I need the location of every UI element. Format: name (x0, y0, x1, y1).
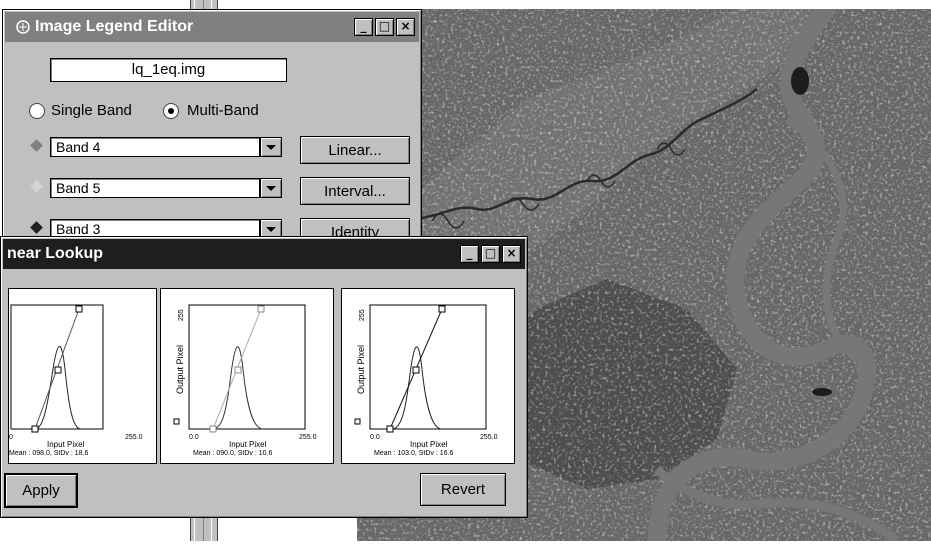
band-color-marker-icon (30, 180, 43, 193)
close-icon: × (506, 246, 517, 260)
band-color-marker-icon (30, 139, 43, 152)
image-legend-editor-window: Image Legend Editor _ □ × lq_1eq.img Sin… (2, 9, 422, 261)
y-axis-label: Output Pixel (356, 345, 366, 394)
maximize-button[interactable]: □ (375, 18, 394, 36)
x-tick-min: 0.0 (370, 434, 380, 441)
lookup-title: near Lookup (7, 245, 104, 262)
minimize-button[interactable]: _ (460, 245, 479, 263)
app-icon (15, 19, 31, 35)
chevron-down-icon[interactable] (260, 137, 282, 157)
minimize-icon: _ (466, 246, 473, 260)
band-3-lookup-plot[interactable]: Output Pixel 255 0.0 255.0 Input Pixel M… (341, 288, 515, 464)
chevron-down-icon[interactable] (260, 178, 282, 198)
band-2-select[interactable]: Band 5 (50, 178, 282, 198)
x-tick-max: 255.0 (299, 434, 317, 441)
stats-label: Mean : 103.0, StDv : 16.6 (374, 450, 453, 457)
y-tick-max: 255 (359, 309, 366, 321)
close-icon: × (400, 19, 411, 33)
multi-band-label: Multi-Band (187, 102, 259, 119)
x-tick-max: 255.0 (480, 434, 498, 441)
y-tick-max: 255 (178, 309, 185, 321)
filename-field[interactable]: lq_1eq.img (50, 58, 287, 82)
band-2-lookup-plot[interactable]: Output Pixel 255 0.0 255.0 Input Pixel M… (160, 288, 334, 464)
x-axis-label: Input Pixel (47, 440, 85, 449)
band-1-lookup-plot[interactable]: 0 255.0 Input Pixel Mean : 098.0, StDv :… (8, 288, 157, 464)
stats-label: Mean : 090.0, StDv : 10.6 (193, 450, 272, 457)
apply-button[interactable]: Apply (4, 473, 78, 508)
maximize-icon: □ (378, 19, 391, 33)
x-axis-label: Input Pixel (410, 440, 448, 449)
close-button[interactable]: × (502, 245, 521, 263)
interval-button[interactable]: Interval... (300, 177, 410, 205)
band-1-select[interactable]: Band 4 (50, 137, 282, 157)
legend-editor-title: Image Legend Editor (35, 18, 194, 35)
lookup-titlebar[interactable]: near Lookup _ □ × (3, 239, 525, 269)
revert-button[interactable]: Revert (420, 473, 506, 506)
multi-band-radio[interactable] (163, 103, 179, 119)
minimize-icon: _ (360, 19, 367, 33)
minimize-button[interactable]: _ (354, 18, 373, 36)
x-tick-min: 0 (9, 434, 13, 441)
satellite-image (357, 3, 931, 545)
y-axis-label: Output Pixel (175, 345, 185, 394)
maximize-button[interactable]: □ (481, 245, 500, 263)
close-button[interactable]: × (396, 18, 415, 36)
single-band-label: Single Band (51, 102, 132, 119)
linear-button[interactable]: Linear... (300, 136, 410, 164)
single-band-radio[interactable] (29, 103, 45, 119)
band-2-value: Band 5 (50, 178, 260, 198)
x-tick-min: 0.0 (189, 434, 199, 441)
stats-label: Mean : 098.0, StDv : 18.6 (9, 450, 88, 457)
legend-editor-titlebar[interactable]: Image Legend Editor _ □ × (5, 12, 419, 42)
x-tick-max: 255.0 (125, 434, 143, 441)
band-color-marker-icon (30, 221, 43, 234)
band-1-value: Band 4 (50, 137, 260, 157)
x-axis-label: Input Pixel (229, 440, 267, 449)
maximize-icon: □ (484, 246, 497, 260)
